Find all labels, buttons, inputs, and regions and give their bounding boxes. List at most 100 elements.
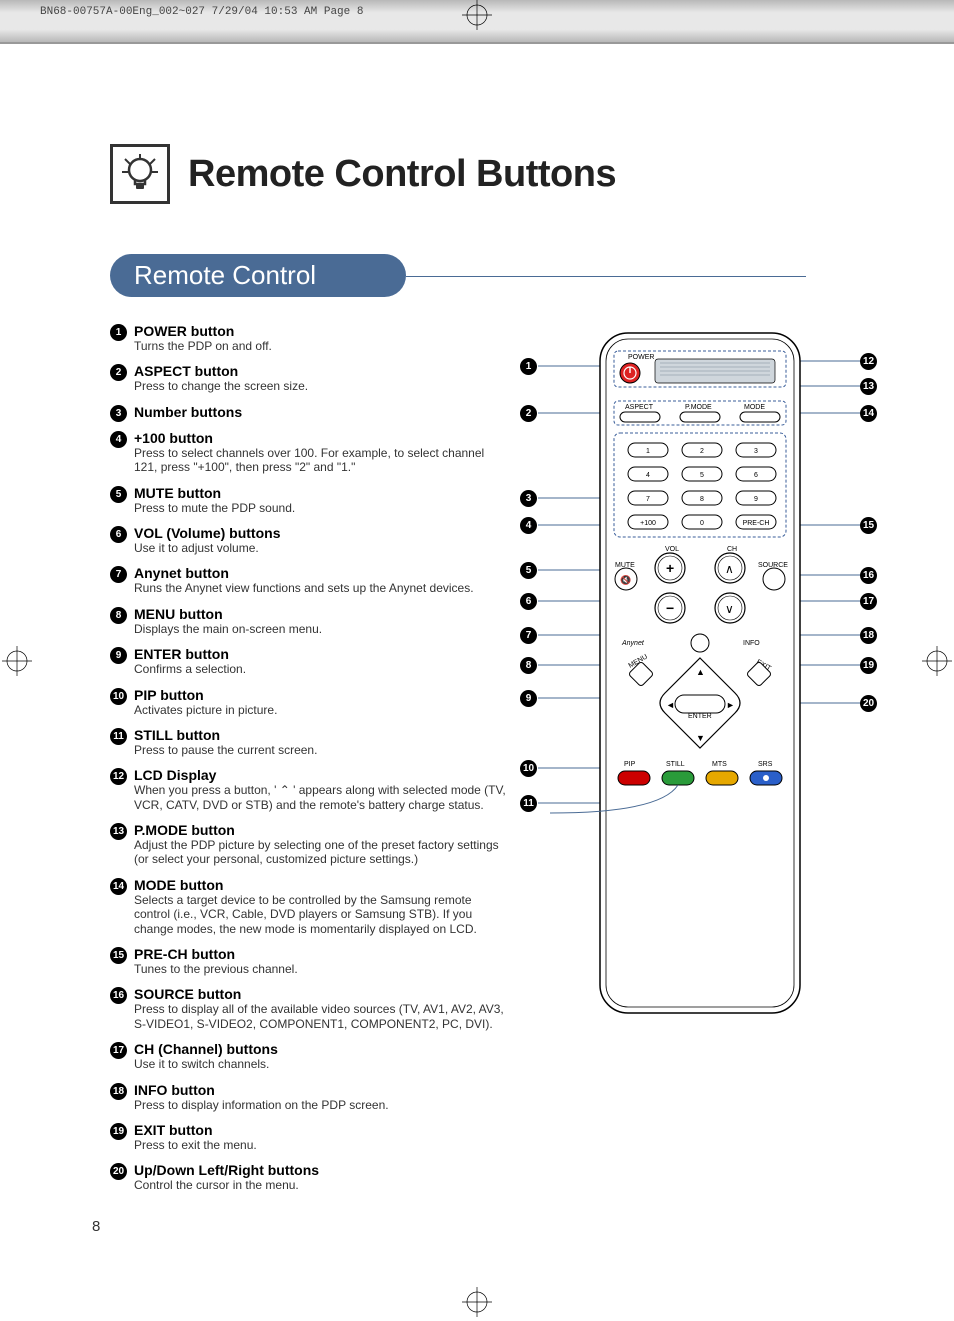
aspect-button	[620, 412, 660, 422]
pmode-button	[680, 412, 720, 422]
item-number-badge: 18	[110, 1083, 127, 1100]
item-number-badge: 9	[110, 647, 127, 664]
item-title: ENTER button	[134, 646, 510, 662]
keypad-label: 6	[754, 472, 758, 479]
callout-badge: 6	[520, 593, 537, 610]
keypad-label: +100	[640, 520, 656, 527]
callout-badge: 12	[860, 353, 877, 370]
item-title: Number buttons	[134, 404, 510, 420]
power-label: POWER	[628, 354, 654, 361]
item-body: Press to display all of the available vi…	[134, 1002, 510, 1031]
crop-mark-bottom	[462, 1287, 492, 1317]
desc-item: 17CH (Channel) buttonsUse it to switch c…	[110, 1041, 510, 1071]
keypad-label: PRE-CH	[743, 520, 770, 527]
keypad-label: 1	[646, 448, 650, 455]
keypad-label: 0	[700, 520, 704, 527]
callout-badge: 11	[520, 795, 537, 812]
page-body: Remote Control Buttons Remote Control 1P…	[0, 44, 954, 1243]
desc-item: 19EXIT buttonPress to exit the menu.	[110, 1122, 510, 1152]
item-title: MENU button	[134, 606, 510, 622]
lightbulb-icon	[118, 152, 162, 196]
item-number-badge: 1	[110, 324, 127, 341]
svg-text:ASPECT: ASPECT	[625, 404, 654, 411]
item-number-badge: 15	[110, 947, 127, 964]
item-body: Runs the Anynet view functions and sets …	[134, 581, 510, 595]
desc-item: 4 +100 buttonPress to select channels ove…	[110, 430, 510, 475]
callout-badge: 3	[520, 490, 537, 507]
item-body: Control the cursor in the menu.	[134, 1178, 510, 1192]
item-body: Press to change the screen size.	[134, 379, 510, 393]
item-number-badge: 13	[110, 823, 127, 840]
item-body: Press to display information on the PDP …	[134, 1098, 510, 1112]
page-number: 8	[92, 1218, 100, 1235]
callout-badge: 4	[520, 517, 537, 534]
item-title: POWER button	[134, 323, 510, 339]
section-header-pill: Remote Control	[110, 254, 406, 297]
callout-badge: 16	[860, 567, 877, 584]
mts-button	[706, 771, 738, 785]
pip-button	[618, 771, 650, 785]
svg-text:►: ►	[726, 700, 735, 710]
keypad-label: 9	[754, 496, 758, 503]
item-title: EXIT button	[134, 1122, 510, 1138]
item-number-badge: 3	[110, 405, 127, 422]
item-body: When you press a button, ' ⌃ ' appears a…	[134, 783, 510, 812]
desc-item: 20Up/Down Left/Right buttonsControl the …	[110, 1162, 510, 1192]
anynet-button	[691, 634, 709, 652]
svg-text:▼: ▼	[696, 733, 705, 743]
desc-item: 1POWER buttonTurns the PDP on and off.	[110, 323, 510, 353]
desc-item: 9 ENTER buttonConfirms a selection.	[110, 646, 510, 676]
remote-diagram-column: 1234567891011 121314151617181920 POWER	[520, 323, 880, 1023]
item-title: CH (Channel) buttons	[134, 1041, 510, 1057]
item-title: Anynet button	[134, 565, 510, 581]
svg-text:SRS: SRS	[758, 761, 773, 768]
desc-item: 12LCD DisplayWhen you press a button, ' …	[110, 767, 510, 812]
keypad-label: 2	[700, 448, 704, 455]
item-title: ASPECT button	[134, 363, 510, 379]
callout-badge: 14	[860, 405, 877, 422]
item-title: +100 button	[134, 430, 510, 446]
item-number-badge: 5	[110, 486, 127, 503]
callout-badge: 15	[860, 517, 877, 534]
desc-item: 18 INFO buttonPress to display informatio…	[110, 1082, 510, 1112]
svg-text:P.MODE: P.MODE	[685, 404, 712, 411]
item-number-badge: 12	[110, 768, 127, 785]
item-number-badge: 16	[110, 987, 127, 1004]
svg-text:∨: ∨	[725, 602, 734, 616]
item-body: Confirms a selection.	[134, 662, 510, 676]
still-button	[662, 771, 694, 785]
keypad-label: 4	[646, 472, 650, 479]
callout-badge: 17	[860, 593, 877, 610]
svg-text:−: −	[666, 600, 674, 616]
callout-badge: 8	[520, 657, 537, 674]
item-number-badge: 6	[110, 526, 127, 543]
svg-text:Anynet: Anynet	[621, 640, 645, 647]
keypad-label: 8	[700, 496, 704, 503]
print-meta-text: BN68-00757A-00Eng_002~027 7/29/04 10:53 …	[40, 6, 363, 18]
item-number-badge: 4	[110, 431, 127, 448]
item-number-badge: 19	[110, 1123, 127, 1140]
source-button	[763, 568, 785, 590]
callout-badge: 1	[520, 358, 537, 375]
item-body: Use it to adjust volume.	[134, 541, 510, 555]
callout-badge: 10	[520, 760, 537, 777]
callout-badge: 13	[860, 378, 877, 395]
callout-badge: 18	[860, 627, 877, 644]
item-number-badge: 20	[110, 1163, 127, 1180]
item-title: VOL (Volume) buttons	[134, 525, 510, 541]
desc-item: 8MENU buttonDisplays the main on-screen …	[110, 606, 510, 636]
desc-item: 10PIP buttonActivates picture in picture…	[110, 687, 510, 717]
item-body: Press to select channels over 100. For e…	[134, 446, 510, 475]
item-title: INFO button	[134, 1082, 510, 1098]
item-title: SOURCE button	[134, 986, 510, 1002]
item-body: Tunes to the previous channel.	[134, 962, 510, 976]
item-title: STILL button	[134, 727, 510, 743]
item-number-badge: 14	[110, 878, 127, 895]
lightbulb-icon-box	[110, 144, 170, 204]
keypad-label: 5	[700, 472, 704, 479]
item-body: Adjust the PDP picture by selecting one …	[134, 838, 510, 867]
item-body: Press to mute the PDP sound.	[134, 501, 510, 515]
item-number-badge: 7	[110, 566, 127, 583]
svg-text:PIP: PIP	[624, 761, 636, 768]
crop-mark-top	[462, 0, 492, 30]
